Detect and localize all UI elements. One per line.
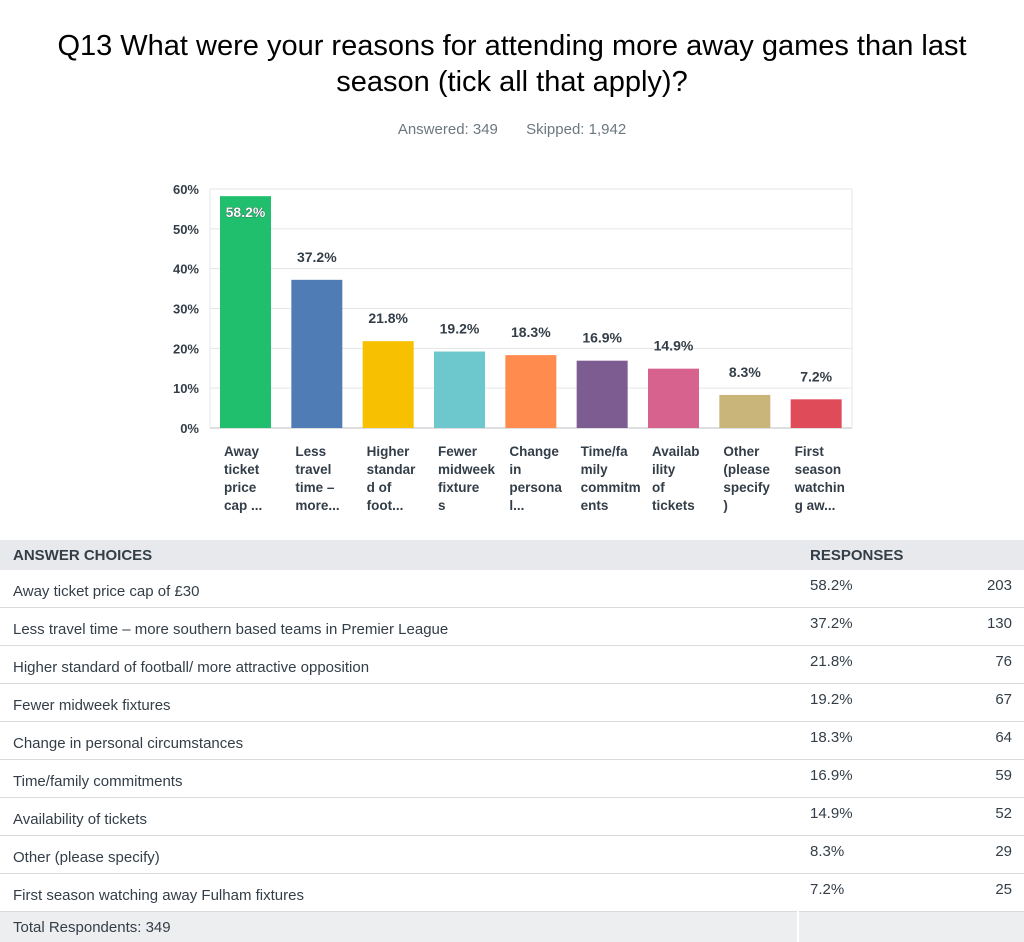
- data-label: 37.2%: [297, 249, 337, 265]
- total-row: Total Respondents: 349: [0, 911, 1024, 942]
- response-percent: 7.2%: [798, 873, 982, 912]
- answer-choices-header: ANSWER CHOICES: [0, 540, 798, 570]
- response-percent: 18.3%: [798, 721, 982, 760]
- category-label: Higher standar d of foot...: [367, 444, 417, 513]
- table-row: Availability of tickets 14.9% 52: [0, 797, 1024, 836]
- table-body: Away ticket price cap of £30 58.2% 203 Less…: [0, 570, 1024, 942]
- bar: [505, 355, 557, 428]
- y-tick-label: 20%: [173, 341, 199, 356]
- response-count: 76: [982, 645, 1024, 684]
- data-label: 7.2%: [800, 368, 832, 384]
- y-tick-label: 0%: [180, 421, 199, 436]
- y-tick-label: 60%: [173, 182, 199, 197]
- responses-table: ANSWER CHOICES RESPONSES Away ticket pri…: [0, 540, 1024, 942]
- bar: [220, 196, 271, 428]
- response-count: 130: [982, 607, 1024, 646]
- question-title: Q13 What were your reasons for attending…: [0, 28, 1024, 100]
- category-label: First season watchin g aw...: [794, 444, 845, 513]
- answered-count: Answered: 349: [397, 121, 498, 138]
- category-label: Away ticket price cap ...: [224, 444, 262, 513]
- category-label: Less travel time – more...: [295, 444, 339, 513]
- table-row: Higher standard of football/ more attrac…: [0, 645, 1024, 684]
- response-count: 59: [982, 759, 1024, 798]
- bar: [434, 351, 485, 428]
- category-label: Fewer midweek fixture s: [438, 444, 496, 513]
- response-percent: 16.9%: [798, 759, 982, 798]
- response-count: 64: [982, 721, 1024, 760]
- y-tick-label: 50%: [173, 222, 199, 237]
- response-count: 29: [982, 835, 1024, 874]
- question-title-line-1: Q13 What were your reasons for attending…: [57, 30, 967, 62]
- category-label: Availab ility of tickets: [652, 444, 700, 513]
- y-tick-label: 10%: [173, 381, 199, 396]
- answer-choice: Change in personal circumstances: [0, 721, 798, 760]
- answer-choice: Fewer midweek fixtures: [0, 683, 798, 722]
- bar: [648, 368, 699, 428]
- answer-choice: First season watching away Fulham fixtur…: [0, 873, 798, 912]
- answer-choice: Less travel time – more southern based t…: [0, 607, 798, 646]
- bar: [576, 360, 628, 428]
- table-row: Change in personal circumstances 18.3% 64: [0, 721, 1024, 760]
- table-row: Less travel time – more southern based t…: [0, 607, 1024, 646]
- response-percent: 58.2%: [798, 570, 982, 608]
- response-count: 52: [982, 797, 1024, 836]
- category-label: Other (please specify): [723, 444, 770, 513]
- data-label: 58.2%: [226, 204, 266, 220]
- bar: [291, 279, 343, 428]
- table-row: Away ticket price cap of £30 58.2% 203: [0, 570, 1024, 608]
- question-title-line-2: season (tick all that apply)?: [336, 66, 688, 98]
- data-label: 14.9%: [654, 338, 694, 354]
- answer-choice: Other (please specify): [0, 835, 798, 874]
- total-respondents: Total Respondents: 349: [0, 911, 798, 942]
- response-count: 67: [982, 683, 1024, 722]
- data-label: 16.9%: [582, 330, 622, 346]
- response-stats: Answered: 349 Skipped: 1,942: [0, 121, 1024, 138]
- table-row: Other (please specify) 8.3% 29: [0, 835, 1024, 874]
- bar: [362, 341, 414, 428]
- table-header-row: ANSWER CHOICES RESPONSES: [0, 540, 1024, 570]
- table-row: Time/family commitments 16.9% 59: [0, 759, 1024, 798]
- y-tick-label: 40%: [173, 262, 199, 277]
- y-tick-label: 30%: [173, 302, 199, 317]
- data-label: 19.2%: [440, 321, 480, 337]
- answer-choice: Time/family commitments: [0, 759, 798, 798]
- responses-header: RESPONSES: [798, 540, 1024, 570]
- skipped-count: Skipped: 1,942: [526, 121, 627, 138]
- response-percent: 37.2%: [798, 607, 982, 646]
- answer-choice: Availability of tickets: [0, 797, 798, 836]
- response-count: 25: [982, 873, 1024, 912]
- bar: [790, 399, 842, 428]
- table-row: First season watching away Fulham fixtur…: [0, 873, 1024, 912]
- category-label: Change in persona l...: [509, 444, 562, 513]
- table-row: Fewer midweek fixtures 19.2% 67: [0, 683, 1024, 722]
- data-label: 18.3%: [511, 324, 551, 340]
- bar-chart: 0% 10% 20% 30% 40% 50% 60% 58.2% Away ticket price…: [173, 182, 853, 513]
- response-percent: 21.8%: [798, 645, 982, 684]
- response-percent: 8.3%: [798, 835, 982, 874]
- category-label: Time/fa mily commitm ents: [581, 444, 641, 513]
- total-responses-cell: [797, 911, 1024, 942]
- response-percent: 19.2%: [798, 683, 982, 722]
- answer-choice: Higher standard of football/ more attrac…: [0, 645, 798, 684]
- response-count: 203: [982, 570, 1024, 608]
- data-label: 21.8%: [368, 310, 408, 326]
- answer-choice: Away ticket price cap of £30: [0, 570, 798, 608]
- bar: [719, 394, 771, 428]
- response-percent: 14.9%: [798, 797, 982, 836]
- data-label: 8.3%: [729, 364, 761, 380]
